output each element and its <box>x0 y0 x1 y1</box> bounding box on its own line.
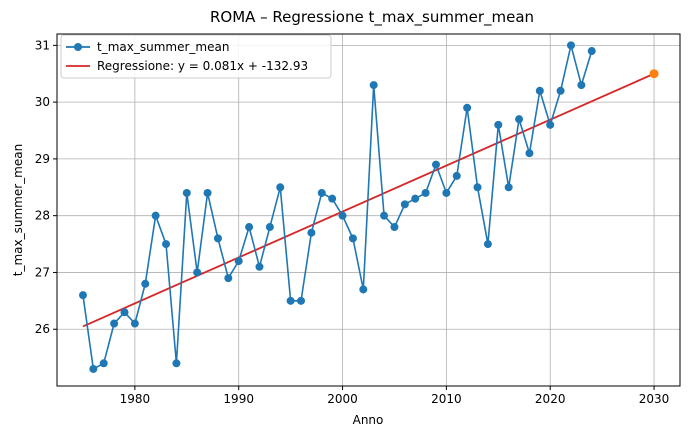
x-tick-label: 2000 <box>327 392 358 406</box>
legend: t_max_summer_mean Regressione: y = 0.081… <box>60 34 332 79</box>
data-point <box>577 81 586 90</box>
x-tick-label: 2010 <box>431 392 462 406</box>
data-point <box>307 228 316 237</box>
y-axis-ticks: 26 27 28 29 30 31 <box>35 38 57 336</box>
chart-title: ROMA – Regressione t_max_summer_mean <box>210 8 534 27</box>
y-tick-label: 26 <box>35 322 50 336</box>
data-point <box>463 103 472 112</box>
data-point <box>265 223 274 232</box>
legend-box <box>60 34 332 79</box>
legend-label-observed: t_max_summer_mean <box>97 40 229 54</box>
data-point <box>203 188 212 197</box>
x-tick-label: 1980 <box>120 392 151 406</box>
legend-label-regression: Regressione: y = 0.081x + -132.93 <box>97 59 308 73</box>
x-axis-ticks: 1980 1990 2000 2010 2020 2030 <box>120 386 670 406</box>
data-point <box>276 183 285 192</box>
grid <box>57 34 680 386</box>
data-point <box>328 194 337 203</box>
y-tick-label: 30 <box>35 95 50 109</box>
data-point <box>546 120 555 129</box>
data-point <box>255 262 264 271</box>
data-point <box>390 223 399 232</box>
data-point <box>172 359 181 368</box>
legend-marker-observed <box>74 43 82 51</box>
x-tick-label: 2030 <box>639 392 670 406</box>
data-point <box>494 120 503 129</box>
x-tick-label: 2020 <box>535 392 566 406</box>
observed-series-line <box>82 45 593 371</box>
x-axis-label: Anno <box>353 413 384 427</box>
data-point <box>110 319 119 328</box>
data-point <box>213 234 222 243</box>
data-point <box>411 194 420 203</box>
data-point <box>483 240 492 249</box>
data-point <box>99 359 108 368</box>
data-point <box>151 211 160 220</box>
data-point <box>421 188 430 197</box>
data-point <box>359 285 368 294</box>
y-tick-label: 27 <box>35 265 50 279</box>
data-point <box>130 319 139 328</box>
data-point <box>515 115 524 124</box>
y-tick-label: 31 <box>35 38 50 52</box>
data-point <box>141 279 150 288</box>
data-point <box>473 183 482 192</box>
projection-point <box>649 69 659 79</box>
y-axis-label: t_max_summer_mean <box>11 144 25 276</box>
data-point <box>504 183 513 192</box>
data-point <box>452 171 461 180</box>
data-point <box>120 308 129 317</box>
data-point <box>224 274 233 283</box>
y-tick-label: 28 <box>35 209 50 223</box>
y-tick-label: 29 <box>35 152 50 166</box>
series-layer <box>78 41 659 373</box>
data-point <box>234 257 243 266</box>
data-point <box>286 296 295 305</box>
data-point <box>89 364 98 373</box>
data-point <box>380 211 389 220</box>
data-point <box>338 211 347 220</box>
data-point <box>587 47 596 56</box>
data-point <box>566 41 575 50</box>
data-point <box>400 200 409 209</box>
data-point <box>193 268 202 277</box>
data-point <box>297 296 306 305</box>
plot-frame <box>56 33 681 387</box>
data-point <box>556 86 565 95</box>
data-point <box>245 223 254 232</box>
data-point <box>182 188 191 197</box>
data-point <box>348 234 357 243</box>
data-point <box>162 240 171 249</box>
data-point <box>431 160 440 169</box>
data-point <box>369 81 378 90</box>
data-point <box>525 149 534 158</box>
data-point <box>535 86 544 95</box>
x-tick-label: 1990 <box>223 392 254 406</box>
data-point <box>317 188 326 197</box>
data-point <box>78 291 87 300</box>
data-point <box>442 188 451 197</box>
